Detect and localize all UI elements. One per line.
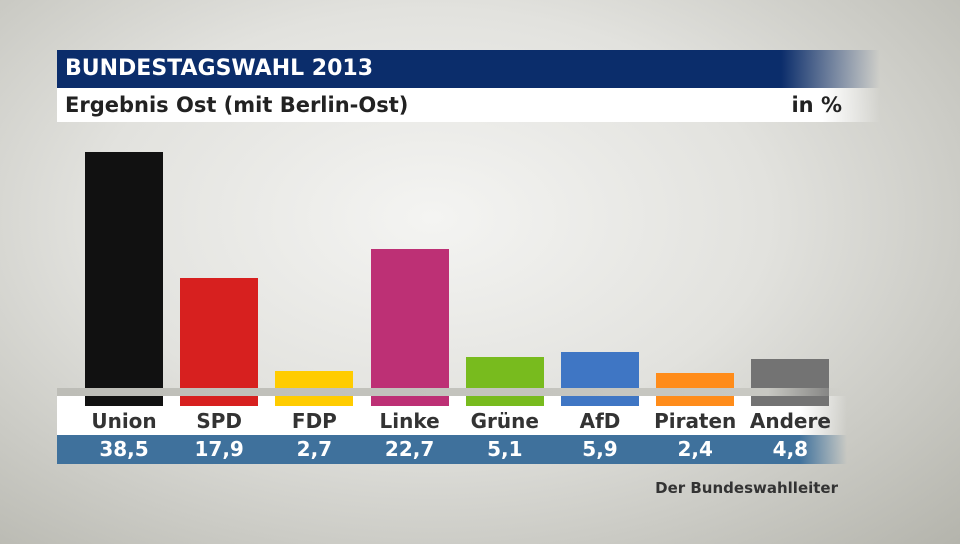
- category-label: Union: [91, 409, 157, 433]
- value-label: 5,9: [582, 437, 618, 461]
- value-label: 2,7: [296, 437, 333, 461]
- value-label: 5,1: [487, 437, 523, 461]
- bar-0: [85, 152, 163, 406]
- bar-7: [751, 358, 830, 406]
- source-label: Der Bundeswahlleiter: [655, 479, 838, 497]
- unit-label: in %: [791, 93, 842, 117]
- bar-1: [180, 278, 259, 406]
- category-label: Andere: [749, 409, 831, 433]
- value-label: 2,4: [677, 437, 713, 461]
- value-label: 22,7: [384, 437, 435, 461]
- value-label: 38,5: [99, 437, 149, 461]
- category-label: FDP: [291, 409, 337, 433]
- category-label: Piraten: [654, 409, 737, 433]
- category-label: AfD: [579, 409, 621, 433]
- category-label: Grüne: [470, 409, 539, 433]
- value-label: 17,9: [194, 437, 244, 461]
- baseline: [57, 388, 847, 396]
- subtitle-text: Ergebnis Ost (mit Berlin-Ost): [65, 93, 409, 117]
- value-label: 4,8: [772, 437, 809, 461]
- chart-subtitle: Ergebnis Ost (mit Berlin-Ost) in %: [57, 88, 880, 122]
- category-label: Linke: [379, 409, 440, 433]
- chart-title: BUNDESTAGSWAHL 2013: [57, 50, 880, 88]
- bar-3: [370, 249, 449, 406]
- bar-4: [465, 356, 544, 406]
- bar-5: [561, 351, 639, 406]
- category-label: SPD: [196, 409, 243, 433]
- value-band: [57, 435, 847, 464]
